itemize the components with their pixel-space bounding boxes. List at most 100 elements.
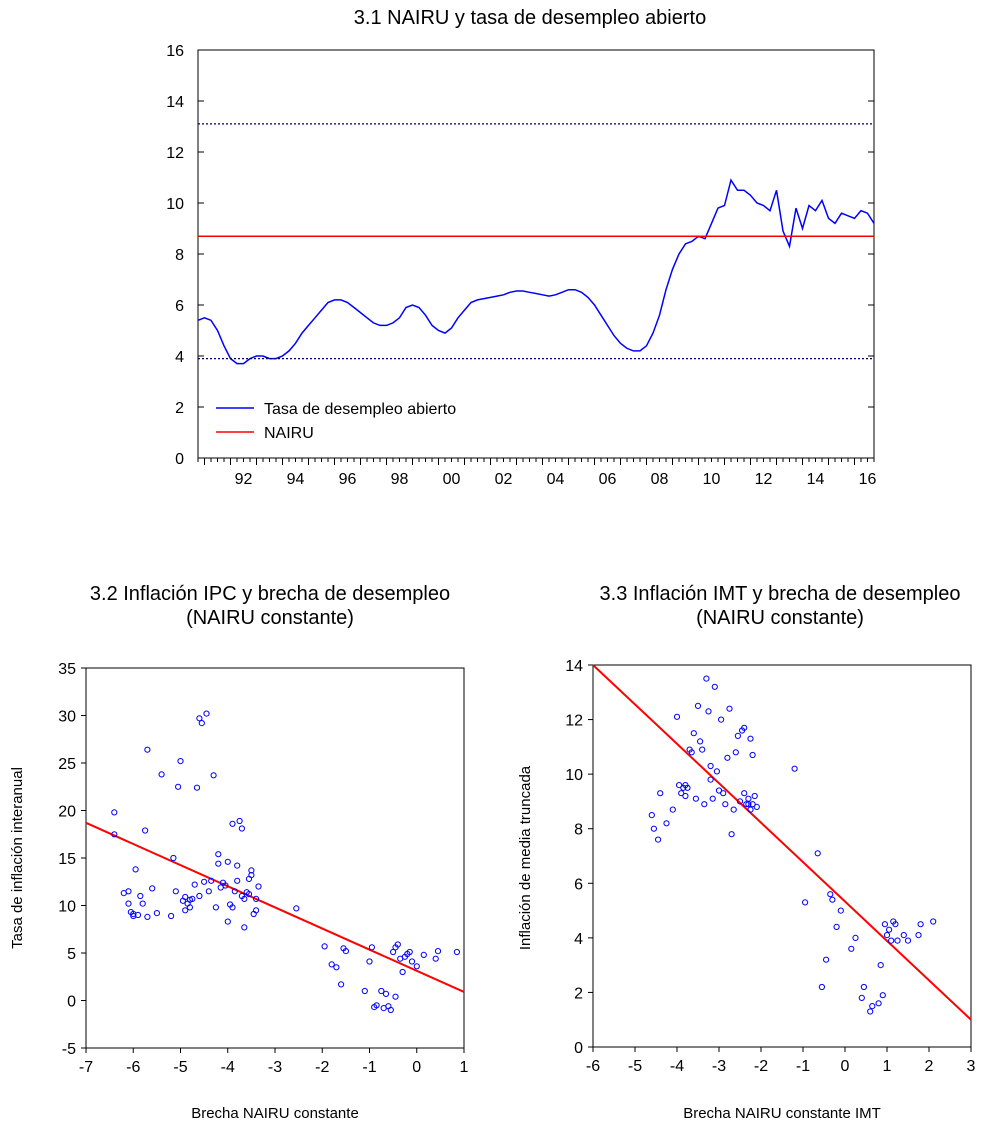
chart3-point xyxy=(657,790,664,797)
chart3-point xyxy=(713,768,721,775)
chart2-point xyxy=(234,862,241,869)
chart3-point xyxy=(879,992,886,999)
chart2-point xyxy=(394,941,401,948)
chart3-point xyxy=(753,803,760,811)
chart3-point xyxy=(663,820,670,827)
chart1-series-line xyxy=(197,178,875,365)
chart2-point xyxy=(142,827,149,834)
chart3-point xyxy=(709,795,716,802)
chart3-y-tick-label: 8 xyxy=(574,822,583,839)
chart3-point xyxy=(684,784,691,791)
chart2-y-tick-label: 15 xyxy=(58,851,76,868)
chart2-point xyxy=(333,964,340,971)
chart3-y-tick-label: 2 xyxy=(574,985,583,1002)
chart2-point xyxy=(205,888,212,895)
chart3-point xyxy=(791,765,798,772)
chart2-y-tick-label: 35 xyxy=(58,661,76,678)
chart3-point xyxy=(676,782,683,789)
chart2-point xyxy=(231,888,238,895)
chart3-title-line1: 3.3 Inflación IMT y brecha de desempleo xyxy=(599,583,961,605)
chart3-point xyxy=(692,795,700,802)
chart3-point xyxy=(904,937,912,944)
chart2-point xyxy=(111,831,118,838)
chart3-point xyxy=(860,983,868,991)
chart1-x-tick-label: 14 xyxy=(807,471,825,488)
chart3-point xyxy=(881,921,889,928)
chart2-point xyxy=(158,771,165,778)
chart2-y-axis-label: Tasa de inflación interanual xyxy=(9,767,26,949)
chart3-point xyxy=(818,983,826,991)
chart2-point xyxy=(229,904,236,911)
chart3-x-tick-label: -4 xyxy=(670,1058,684,1075)
chart2-point xyxy=(191,881,198,888)
chart3-point xyxy=(720,790,727,797)
chart3-point xyxy=(669,806,676,813)
chart1-x-tick-label: 04 xyxy=(547,471,565,488)
chart3-point xyxy=(823,956,830,963)
chart3-point xyxy=(917,921,924,928)
chart3-y-tick-label: 6 xyxy=(574,876,583,893)
chart3-point xyxy=(883,932,891,939)
chart3-point xyxy=(802,899,809,906)
chart2-point xyxy=(125,888,132,895)
chart3-point xyxy=(827,891,834,898)
chart3-fit-line xyxy=(592,664,972,1021)
chart1-title: 3.1 NAIRU y tasa de desempleo abierto xyxy=(353,7,707,29)
chart2-point xyxy=(293,905,300,912)
chart2-title-line2: (NAIRU constante) xyxy=(186,607,354,629)
chart2-point xyxy=(406,948,413,956)
chart3-point xyxy=(688,749,695,756)
chart1-y-tick-label: 10 xyxy=(166,196,184,213)
chart2-frame xyxy=(85,667,465,1049)
chart2-y-tick-label: 25 xyxy=(58,756,76,773)
chart2-point xyxy=(189,895,196,903)
chart3-y-tick-label: 10 xyxy=(565,767,583,784)
chart2-point xyxy=(222,882,229,889)
chart1-legend-label: Tasa de desempleo abierto xyxy=(264,401,456,418)
chart3-x-tick-label: 3 xyxy=(967,1058,976,1075)
chart2-y-tick-label: 5 xyxy=(67,946,76,963)
chart2-point xyxy=(139,900,146,907)
chart3-y-axis-label: Inflación de media truncada xyxy=(517,765,534,950)
chart3-point xyxy=(718,716,725,723)
chart1-x-tick-label: 12 xyxy=(755,471,773,488)
chart3-y-tick-label: 0 xyxy=(574,1040,583,1057)
chart2-point xyxy=(366,958,373,965)
chart1-y-tick-label: 4 xyxy=(175,349,184,366)
chart2-point xyxy=(382,990,390,998)
chart3-point xyxy=(711,683,718,690)
chart1-x-tick-label: 00 xyxy=(443,471,461,488)
chart2-point xyxy=(248,872,255,879)
chart3-point xyxy=(875,1000,882,1007)
chart2-y-tick-label: 10 xyxy=(58,899,76,916)
chart2-y-tick-label: -5 xyxy=(62,1041,76,1058)
chart3-point xyxy=(699,746,706,753)
chart2-point xyxy=(132,866,139,873)
chart1-x-tick-label: 06 xyxy=(599,471,617,488)
chart2-x-axis-label: Brecha NAIRU constante xyxy=(191,1105,359,1122)
chart3-y-tick-label: 4 xyxy=(574,931,583,948)
chart3-point xyxy=(751,792,758,800)
chart2-title: 3.2 Inflación IPC y brecha de desempleo … xyxy=(20,582,520,630)
chart3-point xyxy=(930,918,937,925)
chart2-point xyxy=(137,892,144,900)
chart3-point xyxy=(694,702,702,710)
chart3-point xyxy=(728,831,735,838)
chart2-point xyxy=(241,924,248,931)
chart3-point xyxy=(703,675,710,682)
chart3-point xyxy=(829,896,836,903)
chart3-point xyxy=(705,708,712,715)
chart2-point xyxy=(210,772,217,779)
chart2-point xyxy=(378,987,385,995)
chart3-point xyxy=(697,738,704,745)
chart2-point xyxy=(390,948,397,956)
chart2-point xyxy=(196,892,203,900)
chart2-point xyxy=(342,948,349,955)
chart1-y-tick-label: 0 xyxy=(175,451,184,468)
chart2-point xyxy=(144,913,151,921)
chart2-point xyxy=(234,877,241,884)
chart3-point xyxy=(869,1003,876,1010)
chart3-point xyxy=(724,754,731,761)
chart3-point xyxy=(715,787,723,794)
